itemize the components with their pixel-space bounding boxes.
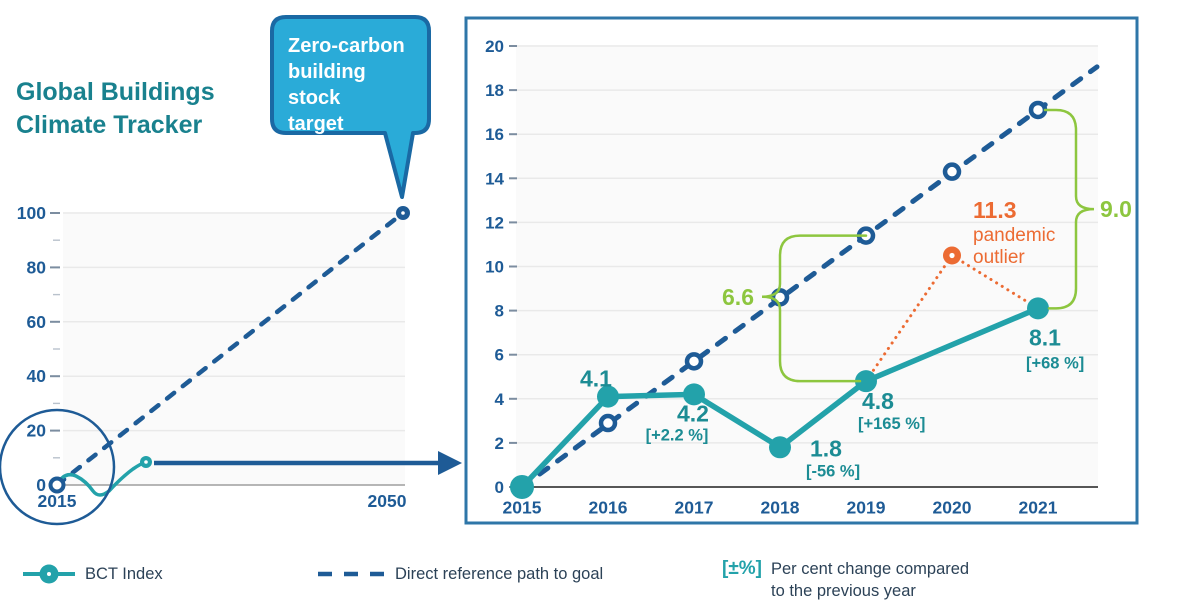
percent-change-symbol: [±%] [722, 558, 762, 579]
outlier-note-label: pandemic [973, 225, 1055, 246]
legend-item-percent-change: [±%] Per cent change compared to the pre… [722, 558, 969, 602]
legend-item-reference-path: Direct reference path to goal [316, 562, 603, 586]
bct-line-swatch-icon [23, 564, 75, 584]
reference-point [1028, 100, 1048, 120]
callout-bubble [270, 15, 431, 199]
bct-swatch-dot-hole [47, 572, 51, 576]
callout-line: target [288, 113, 344, 135]
y-axis-label: 0 [36, 475, 46, 495]
x-axis-label: 2019 [847, 498, 886, 518]
reference-line [519, 64, 1100, 490]
y-axis-label: 14 [485, 169, 504, 188]
bct-point [855, 370, 877, 393]
y-axis-label: 80 [27, 257, 47, 277]
overview-plot-area [63, 213, 405, 485]
y-axis-label: 4 [495, 390, 505, 409]
legend-reference-label: Direct reference path to goal [395, 565, 604, 583]
legend-item-bct-index: BCT Index [22, 562, 163, 586]
x-axis-label: 2050 [368, 491, 407, 511]
chart-title-line2: Climate Tracker [16, 111, 203, 139]
pct-label: [+165 %] [858, 415, 925, 433]
x-axis-label: 2020 [933, 498, 972, 518]
y-axis-label: 16 [485, 125, 504, 144]
chart-title-line1: Global Buildings [16, 78, 215, 106]
y-axis-label: 12 [485, 213, 504, 232]
gap-label: 6.6 [722, 284, 754, 310]
reference-point [942, 162, 962, 181]
bct-point [683, 383, 705, 406]
x-axis-label: 2021 [1019, 498, 1058, 518]
legend-bct-label: BCT Index [85, 565, 163, 583]
bct-line [55, 460, 148, 497]
chart-title: Global Buildings Climate Tracker [16, 76, 215, 142]
y-axis-label: 40 [27, 366, 47, 386]
y-axis-label: 100 [17, 203, 46, 223]
y-axis-label: 8 [495, 302, 504, 321]
callout-line: Zero-carbon [288, 35, 405, 57]
callout-label: Zero-carbon building stock target [288, 33, 420, 137]
value-label: 1.8 [810, 435, 842, 461]
y-axis-label: 2 [495, 434, 504, 453]
x-axis-label: 2016 [589, 498, 628, 518]
pct-label: [-56 %] [806, 462, 860, 480]
x-axis-label: 2015 [38, 491, 77, 511]
gap-brace [1043, 108, 1095, 310]
start-point [48, 476, 66, 494]
pct-label: [+68 %] [1026, 354, 1084, 372]
y-axis-label: 18 [485, 81, 504, 100]
y-axis-label: 20 [27, 421, 47, 441]
bct-point [510, 475, 534, 499]
gap-brace [761, 234, 868, 383]
y-axis-label: 60 [27, 312, 47, 332]
y-axis-label: 0 [495, 478, 504, 497]
zoom-arrow-head [438, 451, 462, 475]
reference-point [598, 413, 618, 433]
bct-point [597, 385, 619, 408]
bct-point [769, 436, 791, 459]
outlier-note-label: outlier [973, 247, 1025, 268]
dashed-line-swatch-icon [318, 571, 384, 577]
y-axis-label: 6 [495, 346, 504, 365]
legend-percent-line2: to the previous year [770, 582, 916, 600]
callout-line: building stock [288, 61, 366, 109]
value-label: 4.2 [677, 400, 709, 426]
reference-line [54, 210, 406, 488]
y-axis-label: 10 [485, 258, 504, 277]
value-label: 4.1 [580, 366, 612, 392]
pct-label: [+2.2 %] [646, 426, 709, 444]
value-label: 4.8 [862, 388, 894, 414]
bct-point-hole [144, 460, 148, 464]
bct-line [519, 305, 1041, 490]
x-axis-label: 2015 [503, 498, 542, 518]
detail-chart: 0 2 4 6 8 10 12 14 16 18 20 2015 2016 2017 2018 2019 202… [464, 16, 1139, 525]
x-axis-label: 2018 [761, 498, 800, 518]
value-label: 8.1 [1029, 324, 1061, 350]
legend-percent-label: Per cent change compared to the previous… [771, 558, 969, 602]
y-axis-label: 20 [485, 37, 504, 56]
bct-point [1027, 297, 1049, 320]
legend-percent-line1: Per cent change compared [770, 560, 970, 578]
gap-label: 9.0 [1100, 196, 1132, 222]
reference-point [684, 352, 704, 371]
target-point-hole [401, 211, 405, 215]
outlier-point-hole [949, 252, 955, 259]
zoom-circle [0, 408, 116, 526]
overview-chart: 0 20 40 60 80 100 2015 2050 [0, 15, 462, 526]
outlier-value-label: 11.3 [973, 197, 1017, 223]
x-axis-label: 2017 [675, 498, 714, 518]
